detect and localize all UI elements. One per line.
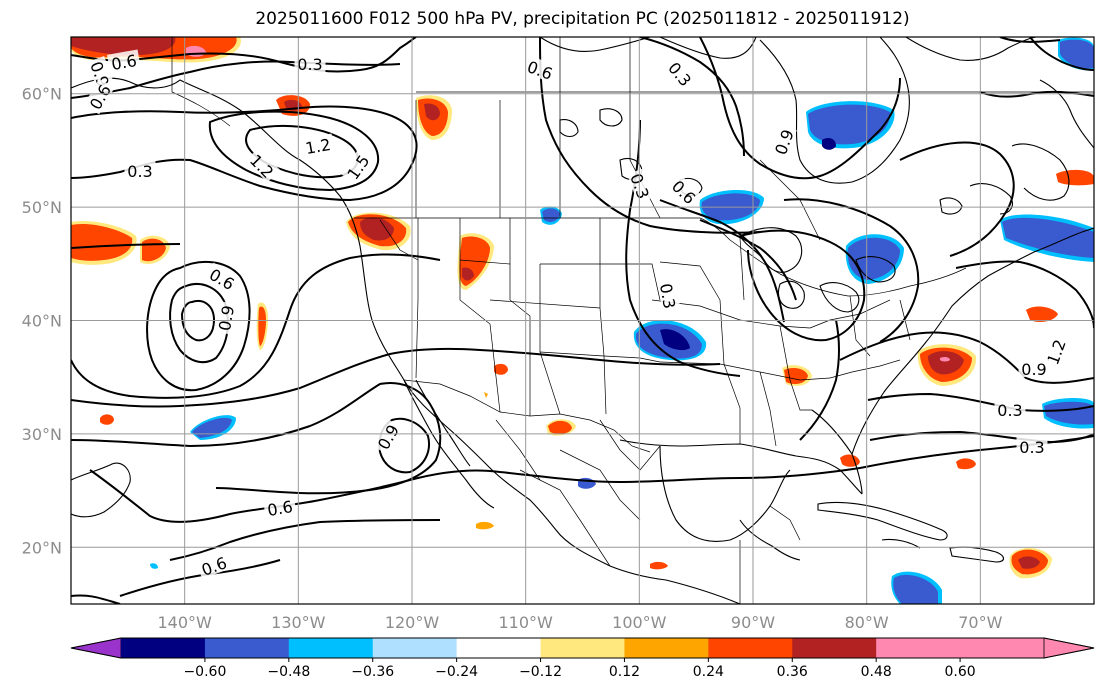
lat-tick-label: 60°N [22,85,62,104]
contour-label: 0.3 [994,400,1026,420]
pv-contours [71,37,1094,604]
precip-spot [476,521,494,530]
precip-neg-quebec [1000,214,1094,262]
precip-spot [494,363,508,375]
lon-tick-label: 110°W [498,613,553,632]
contour-label: 0.6 [262,495,297,520]
contour-label: 1.2 [300,133,335,158]
svg-text:0.9: 0.9 [1021,360,1046,379]
lon-tick-label: 90°W [731,613,775,632]
contour-label: 0.9 [213,300,238,335]
colorbar-bin [121,638,206,658]
coastlines [71,37,1094,604]
colorbar-tick-label: 0.48 [861,664,892,680]
lat-tick-label: 40°N [22,312,62,331]
gridlines [71,37,1094,604]
lat-tick-label: 50°N [22,198,62,217]
lat-tick-label: 30°N [22,425,62,444]
lon-tick-label: 130°W [271,613,326,632]
lon-tick-label: 80°W [845,613,889,632]
svg-text:0.9: 0.9 [215,304,238,332]
colorbar-extend-min [70,637,122,659]
colorbar-bin [792,638,877,658]
precip-blob-pnw [346,212,411,251]
colorbar-bin [876,638,961,658]
precip-spot [548,420,572,435]
precip-blob-caribbean [1009,547,1052,579]
lon-tick-label: 70°W [958,613,1002,632]
colorbar-tick-label: −0.36 [351,664,394,680]
precip-neg-dakota [540,206,562,225]
precip-blob-pacific-40n [256,302,268,350]
contour-label: 0.3 [294,54,326,74]
precip-shading [71,37,1094,604]
lon-tick-label: 140°W [157,613,212,632]
colorbar-bin [540,638,625,658]
colorbar-tick-label: −0.48 [267,664,310,680]
colorbar-bin [288,638,374,658]
precip-spot [484,392,488,398]
svg-text:0.3: 0.3 [127,162,152,181]
precip-blob-bc [416,95,452,140]
contour-label: 0.3 [1016,437,1048,457]
colorbar-extend-max [1043,637,1095,659]
longitude-labels: 140°W 130°W 120°W 110°W 100°W 90°W 80°W 70°W [157,613,1002,632]
svg-text:0.3: 0.3 [297,55,322,74]
precip-neg-spot [150,563,158,569]
precip-blob-pacific-west [71,220,170,265]
precip-neg-kansas [633,320,707,361]
contour-label: 0.3 [656,278,681,313]
svg-text:0.3: 0.3 [997,401,1022,420]
svg-text:0.3: 0.3 [656,282,679,310]
contour-label: 0.6 [106,49,141,74]
colorbar-tick-label: −0.60 [183,664,226,680]
colorbar-bin [624,638,709,658]
contour-label: 0.9 [1018,359,1050,379]
precip-spot [100,414,114,425]
svg-text:0.3: 0.3 [1019,438,1044,457]
contour-labels: 0.6 0.30.9 0.61.21.20.3 1.50.30.60.30.60.90… [83,49,1070,580]
colorbar-labels: −0.60 −0.48 −0.36 −0.24 −0.12 0.12 0.24 0.36 0.4… [183,658,976,680]
colorbar-bin [708,638,793,658]
colorbar-bin [372,638,458,658]
colorbar-bin [456,638,542,658]
lon-tick-label: 100°W [612,613,667,632]
svg-text:1.2: 1.2 [304,135,332,158]
lat-tick-label: 20°N [22,538,62,557]
lon-tick-label: 120°W [385,613,440,632]
map-title: 2025011600 F012 500 hPa PV, precipitatio… [255,9,910,29]
latitude-labels: 60°N 50°N 40°N 30°N 20°N [22,85,62,558]
precip-spot [650,561,668,570]
precip-neg-labrador [1058,37,1094,71]
colorbar-tick-label: −0.24 [435,664,478,680]
contour-label: 0.3 [124,161,156,181]
colorbar-bin [960,638,1045,658]
precip-neg-caribbean [891,571,942,604]
colorbar-tick-label: 0.36 [777,664,808,680]
colorbar-tick-label: 0.12 [609,664,640,680]
colorbar-outline [70,637,1095,659]
map-frame [70,36,1095,605]
precip-blob-atlantic-se [917,344,977,386]
svg-text:0.6: 0.6 [110,51,138,74]
colorbar-tick-label: 0.24 [693,664,724,680]
colorbar-bin [204,638,290,658]
colorbar-tick-label: −0.12 [519,664,562,680]
colorbar [70,637,1095,659]
svg-text:0.6: 0.6 [266,497,294,520]
precip-spot [1056,169,1094,186]
precip-spot [1026,306,1058,322]
colorbar-tick-label: 0.60 [945,664,976,680]
precip-spot [956,458,976,470]
